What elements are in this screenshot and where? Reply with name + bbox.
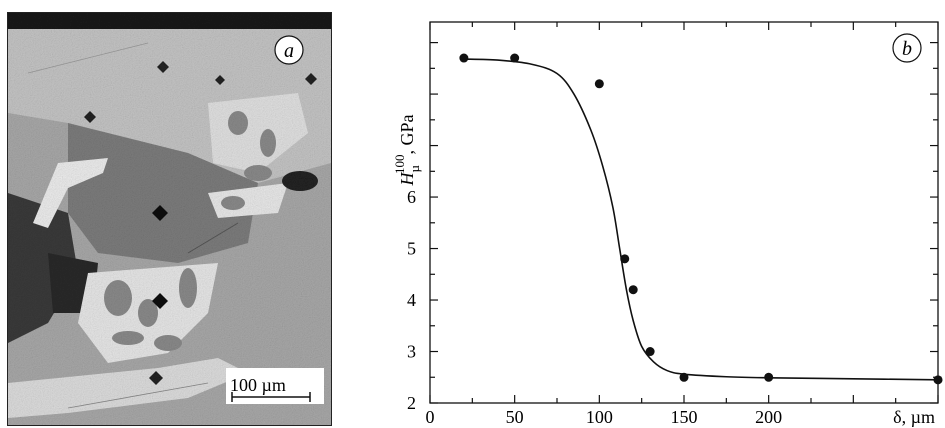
micrograph-panel: a 100 µm [7,12,332,426]
data-point [459,53,469,63]
y-tick-label: 3 [407,342,416,362]
y-tick-label: 5 [407,239,416,259]
panel-b-letter-circle [892,33,922,63]
y-axis-label-unit: , GPa [397,114,417,154]
y-axis-label-subscript: µ [407,165,422,173]
y-tick-label: 6 [407,187,416,207]
data-point [510,53,520,63]
x-tick-label: 150 [671,407,698,427]
y-tick-label: 4 [407,290,416,310]
data-point [594,79,604,89]
fit-curve-group [463,58,939,381]
scalebar-background [226,368,324,404]
micrograph-image: a 100 µm [8,13,331,425]
x-tick-label: 50 [506,407,524,427]
fit-curve [463,58,939,381]
data-point [764,372,774,382]
data-points-group [459,53,943,385]
plot-frame [429,21,939,404]
x-tick-label: 0 [426,407,435,427]
panel-b-letter: b [902,38,912,60]
data-point [628,285,638,295]
chart-axes [429,21,939,404]
y-axis-label-symbol: H [397,172,417,187]
x-tick-label: 100 [586,407,613,427]
y-axis-label-superscript: 100 [392,155,407,175]
x-axis-label: δ, µm [893,407,935,427]
data-point [933,375,943,385]
panel-a-letter: a [284,40,294,62]
data-point [645,347,655,357]
data-point [620,254,630,264]
scalebar-label: 100 µm [230,375,286,395]
data-point [679,372,689,382]
y-tick-label: 2 [407,393,416,413]
x-tick-label: 200 [755,407,782,427]
y-axis-label: Hµ100, GPa [392,114,422,186]
panel-a-letter-circle [274,35,304,65]
